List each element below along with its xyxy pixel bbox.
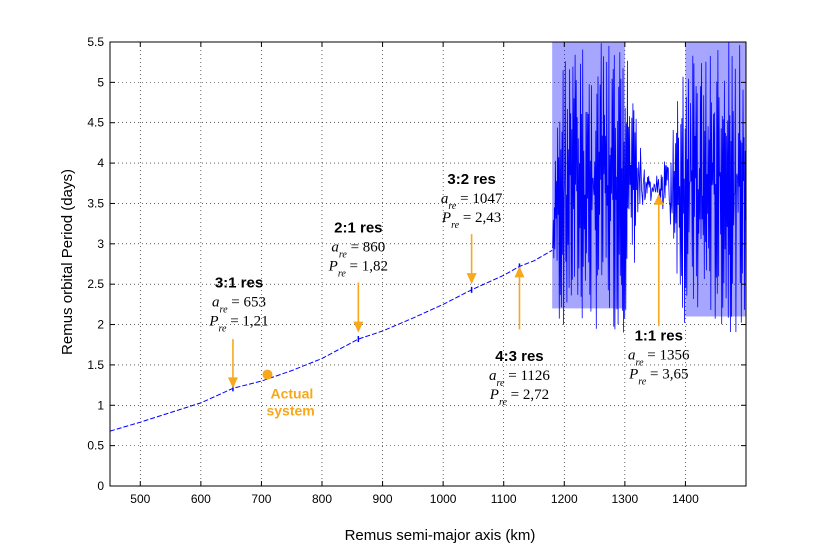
annotation-period: Pre = 1,21 [208, 313, 268, 334]
y-tick-label: 1 [97, 398, 104, 412]
x-tick-label: 1000 [430, 492, 457, 506]
actual-system-marker [262, 369, 273, 380]
resonance-marks [232, 263, 521, 392]
x-tick-label: 800 [312, 492, 332, 506]
annotation-period: Pre = 2,43 [441, 210, 501, 231]
annotation-axis: are = 860 [331, 240, 385, 261]
annotation-arrow-head [466, 273, 477, 285]
annotation-arrow-head [514, 266, 525, 278]
y-tick-label: 3.5 [87, 196, 104, 210]
annotation-axis: are = 653 [212, 294, 266, 315]
chaotic-region [551, 41, 747, 333]
annotation-arrow-head [227, 377, 238, 389]
chaotic-band-left [552, 42, 625, 309]
annotation-axis: are = 1356 [628, 348, 690, 369]
annotation-axis: are = 1047 [441, 191, 503, 212]
y-tick-label: 3 [97, 237, 104, 251]
x-tick-label: 900 [373, 492, 393, 506]
y-tick-label: 5.5 [87, 35, 104, 49]
annotation-arrow-head [653, 193, 664, 205]
chaotic-oscillation [551, 41, 747, 333]
x-axis-ticks: 500 600 700 800 900 1000 1100 1200 1300 1400 [130, 42, 699, 506]
y-tick-label: 2 [97, 318, 104, 332]
x-tick-label: 700 [251, 492, 271, 506]
x-tick-label: 1300 [612, 492, 639, 506]
y-tick-label: 0.5 [87, 439, 104, 453]
annotation-title: 3:1 res [215, 274, 263, 291]
x-tick-label: 1400 [672, 492, 699, 506]
annotation-title: 3:2 res [447, 171, 495, 188]
x-tick-label: 500 [130, 492, 150, 506]
grid [110, 41, 746, 487]
actual-system-label-2: system [266, 403, 314, 419]
annotation-period: Pre = 2,72 [489, 387, 549, 408]
y-tick-label: 4.5 [87, 116, 104, 130]
y-tick-label: 1.5 [87, 358, 104, 372]
x-tick-label: 1200 [551, 492, 578, 506]
x-tick-label: 1100 [491, 492, 517, 506]
plot-frame [109, 41, 747, 487]
annotation-period: Pre = 3,65 [628, 367, 688, 388]
y-tick-label: 5 [97, 75, 104, 89]
annotation-title: 4:3 res [495, 348, 543, 365]
annotation-arrow-head [353, 321, 364, 333]
y-tick-label: 4 [97, 156, 104, 170]
annotation-title: 2:1 res [334, 220, 382, 237]
annotation-period: Pre = 1,82 [328, 259, 388, 280]
y-tick-label: 2.5 [87, 277, 104, 291]
x-tick-label: 600 [191, 492, 211, 506]
x-axis-title: Remus semi-major axis (km) [345, 527, 536, 544]
annotation-title: 1:1 res [635, 328, 683, 345]
annotation-axis: are = 1126 [489, 368, 550, 389]
y-axis-title: Remus orbital Period (days) [59, 169, 76, 355]
y-axis-ticks: 0 0.5 1 1.5 2 2.5 3 3.5 4 4.5 5 5.5 [87, 35, 746, 493]
chaotic-band-right [685, 42, 746, 317]
series-line [109, 249, 553, 432]
y-tick-label: 0 [97, 479, 104, 493]
actual-system-label: Actual [270, 386, 313, 402]
